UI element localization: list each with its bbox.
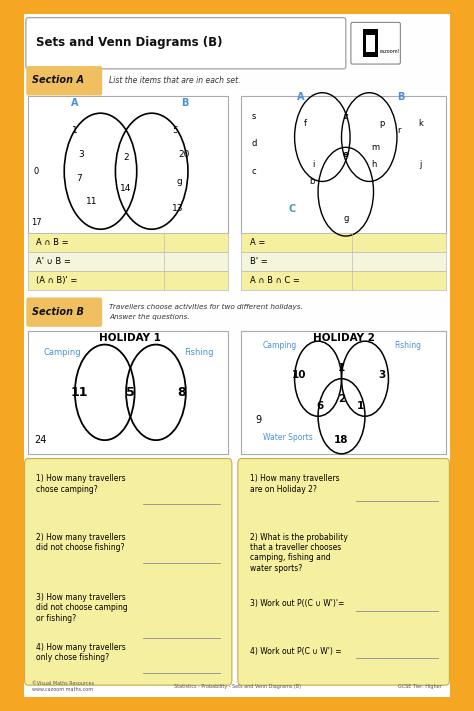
Text: p: p (379, 119, 385, 128)
Text: 18: 18 (334, 435, 349, 445)
Text: Fishing: Fishing (394, 341, 421, 350)
Bar (241, 271, 446, 290)
Text: ©Visual Maths Resources
www.cazoom maths.com: ©Visual Maths Resources www.cazoom maths… (32, 681, 94, 692)
Text: Section A: Section A (32, 75, 84, 85)
Text: 2) What is the probability
that a traveller chooses
camping, fishing and
water s: 2) What is the probability that a travel… (250, 533, 347, 572)
Text: razoom!: razoom! (380, 49, 401, 54)
Text: 3: 3 (378, 370, 386, 380)
Bar (28, 271, 228, 290)
Text: GCSE Tier: Higher: GCSE Tier: Higher (398, 684, 442, 689)
Bar (241, 331, 446, 454)
Text: Fishing: Fishing (184, 348, 213, 357)
Text: 6: 6 (317, 401, 324, 411)
Text: A' ∪ B =: A' ∪ B = (36, 257, 72, 266)
Text: d: d (251, 139, 257, 149)
Text: m: m (372, 143, 380, 152)
FancyBboxPatch shape (238, 459, 449, 685)
Text: 10: 10 (292, 370, 306, 380)
Text: 7: 7 (76, 173, 82, 183)
Text: HOLIDAY 2: HOLIDAY 2 (313, 333, 374, 343)
Text: Statistics - Probability - Sets and Venn Diagrams (B): Statistics - Probability - Sets and Venn… (173, 684, 301, 689)
Text: 1: 1 (72, 126, 78, 135)
Text: 13: 13 (172, 204, 183, 213)
Bar (28, 331, 228, 454)
Text: Travellers choose activities for two different holidays.: Travellers choose activities for two dif… (109, 304, 303, 310)
Text: A ∩ B ∩ C =: A ∩ B ∩ C = (250, 276, 300, 285)
Text: i: i (312, 160, 315, 169)
Text: Camping: Camping (263, 341, 297, 350)
Text: g: g (343, 215, 348, 223)
Text: 14: 14 (120, 183, 132, 193)
Text: Section B: Section B (32, 307, 84, 317)
Text: 4) How many travellers
only chose fishing?: 4) How many travellers only chose fishin… (36, 643, 126, 662)
Text: A: A (71, 98, 78, 108)
Text: 5: 5 (172, 126, 178, 135)
Text: 4) Work out P(C ∪ W') =: 4) Work out P(C ∪ W') = (250, 647, 341, 656)
Text: A: A (297, 92, 304, 102)
Text: 3) Work out P((C ∪ W')'=: 3) Work out P((C ∪ W')'= (250, 599, 344, 609)
Text: C: C (288, 204, 295, 214)
Bar (366, 35, 375, 52)
Text: 11: 11 (71, 386, 88, 399)
Bar (241, 232, 446, 252)
Text: 8: 8 (177, 386, 186, 399)
Text: 1: 1 (357, 401, 365, 411)
Text: 24: 24 (35, 435, 47, 445)
Bar (28, 232, 228, 252)
Text: 11: 11 (86, 198, 98, 206)
Text: B: B (182, 98, 189, 108)
Text: h: h (371, 160, 376, 169)
Text: B' =: B' = (250, 257, 267, 266)
FancyBboxPatch shape (26, 66, 102, 95)
Text: 3) How many travellers
did not choose camping
or fishing?: 3) How many travellers did not choose ca… (36, 593, 128, 623)
Text: Sets and Venn Diagrams (B): Sets and Venn Diagrams (B) (36, 36, 223, 49)
Text: z: z (344, 112, 348, 121)
Text: r: r (397, 126, 401, 135)
Bar (363, 29, 378, 57)
Text: 0: 0 (34, 166, 39, 176)
Text: Camping: Camping (43, 348, 81, 357)
Text: e: e (343, 149, 349, 159)
Text: 17: 17 (31, 218, 42, 227)
Text: 20: 20 (178, 149, 189, 159)
FancyBboxPatch shape (351, 23, 401, 64)
Text: Answer the questions.: Answer the questions. (109, 314, 190, 321)
Text: 2: 2 (123, 153, 129, 162)
Text: HOLIDAY 1: HOLIDAY 1 (100, 333, 161, 343)
Text: 1: 1 (338, 363, 345, 373)
Text: 2: 2 (338, 394, 345, 404)
Text: s: s (252, 112, 256, 121)
Text: 3: 3 (78, 149, 84, 159)
Text: A =: A = (250, 237, 265, 247)
Text: b: b (309, 177, 314, 186)
FancyBboxPatch shape (17, 4, 456, 707)
Text: 9: 9 (255, 415, 261, 424)
Text: List the items that are in each set.: List the items that are in each set. (109, 76, 240, 85)
Text: 2) How many travellers
did not choose fishing?: 2) How many travellers did not choose fi… (36, 533, 126, 552)
Text: k: k (418, 119, 423, 128)
FancyBboxPatch shape (26, 18, 346, 69)
Text: j: j (419, 160, 422, 169)
Bar (241, 252, 446, 271)
Text: 1) How many travellers
are on Holiday 2?: 1) How many travellers are on Holiday 2? (250, 474, 339, 493)
FancyBboxPatch shape (25, 459, 232, 685)
Bar (28, 252, 228, 271)
Text: f: f (304, 119, 307, 128)
Text: Water Sports: Water Sports (264, 433, 313, 442)
Text: (A ∩ B)' =: (A ∩ B)' = (36, 276, 78, 285)
Bar (28, 96, 228, 232)
FancyBboxPatch shape (26, 297, 102, 327)
Text: c: c (252, 166, 256, 176)
Bar (241, 96, 446, 232)
Text: 1) How many travellers
chose camping?: 1) How many travellers chose camping? (36, 474, 126, 493)
Text: g: g (176, 177, 182, 186)
Text: B: B (397, 92, 404, 102)
Text: A ∩ B =: A ∩ B = (36, 237, 69, 247)
Text: 5: 5 (126, 386, 135, 399)
